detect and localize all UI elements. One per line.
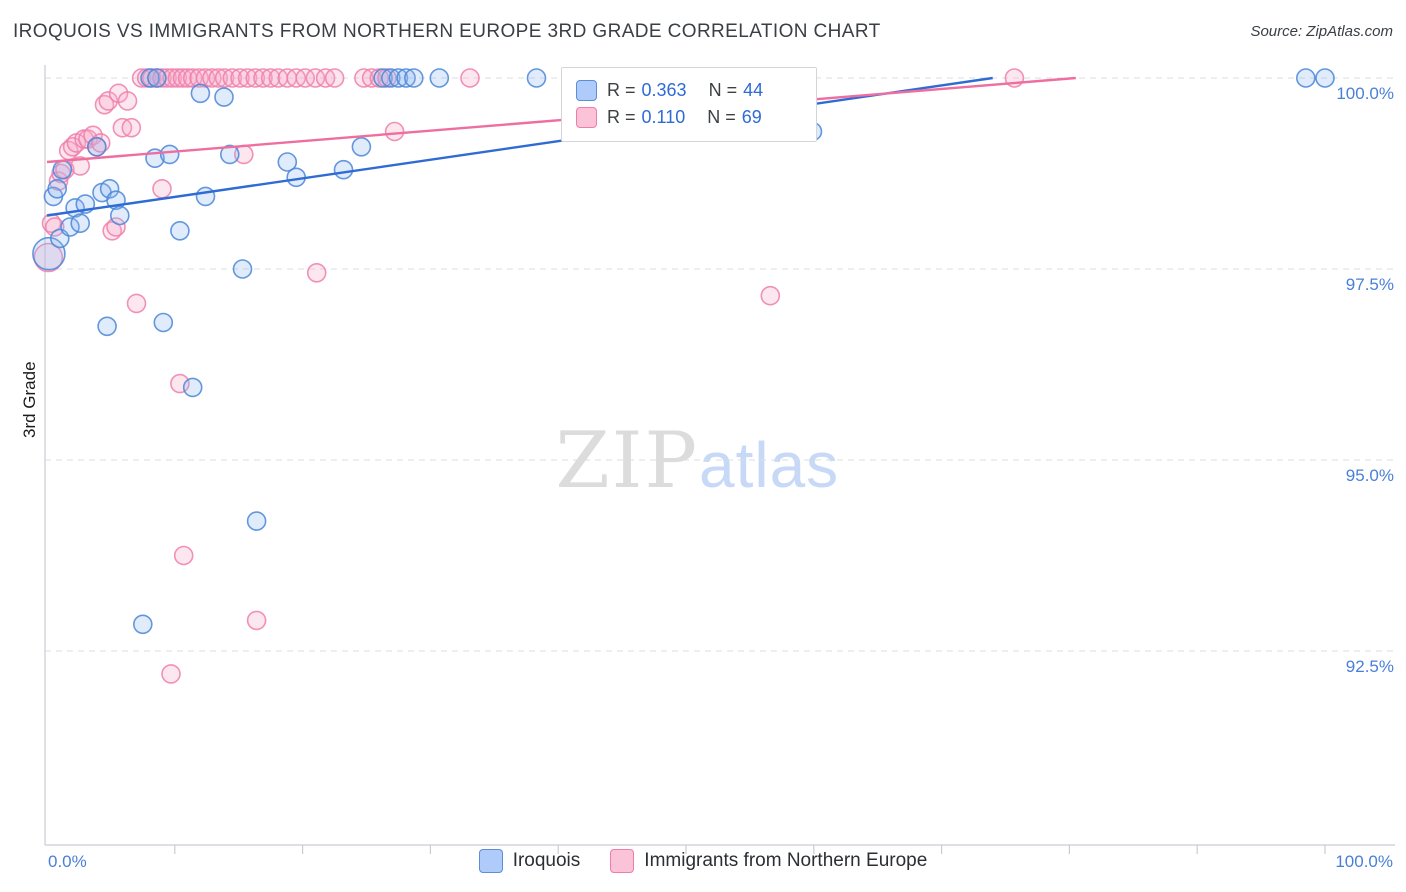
x-axis-min-label: 0.0%: [48, 852, 87, 871]
scatter-point-immigrants: [324, 68, 345, 88]
bottom-legend-item-immigrants: Immigrants from Northern Europe: [610, 849, 927, 873]
scatter-point-immigrants: [354, 68, 374, 88]
scatter-point-iroquois: [47, 179, 68, 199]
scatter-point-immigrants: [152, 179, 172, 199]
scatter-point-iroquois: [182, 377, 203, 398]
scatter-point-immigrants: [460, 68, 480, 88]
scatter-point-iroquois: [153, 312, 174, 333]
n-label: N =: [707, 107, 736, 127]
scatter-point-immigrants: [83, 125, 103, 146]
scatter-point-immigrants: [33, 242, 64, 273]
legend-row-immigrants: R = 0.110 N = 69: [576, 104, 802, 131]
scatter-point-iroquois: [403, 68, 424, 88]
scatter-point-iroquois: [147, 68, 167, 88]
scatter-point-iroquois: [140, 68, 160, 88]
n-value: 44: [743, 80, 764, 100]
scatter-point-immigrants: [222, 68, 243, 88]
scatter-point-iroquois: [133, 614, 153, 635]
r-value: 0.110: [641, 107, 686, 127]
x-axis-max-label: 100.0%: [1335, 852, 1393, 871]
scatter-point-iroquois: [526, 68, 547, 88]
scatter-point-immigrants: [157, 68, 177, 88]
immigrants-swatch-icon: [610, 849, 635, 873]
r-label: R =: [607, 80, 636, 100]
scatter-point-iroquois: [110, 205, 130, 226]
page-title: IROQUOIS VS IMMIGRANTS FROM NORTHERN EUR…: [13, 21, 881, 42]
scatter-point-immigrants: [162, 68, 182, 88]
scatter-point-iroquois: [246, 511, 267, 531]
scatter-point-immigrants: [245, 68, 266, 88]
scatter-point-iroquois: [87, 137, 107, 157]
bottom-legend-label: Immigrants from Northern Europe: [644, 850, 928, 871]
scatter-point-immigrants: [208, 68, 229, 88]
r-label: R =: [607, 107, 636, 127]
scatter-point-immigrants: [98, 91, 119, 111]
scatter-point-iroquois: [351, 137, 372, 157]
scatter-point-immigrants: [295, 68, 316, 88]
scatter-point-iroquois: [232, 259, 253, 279]
scatter-point-iroquois: [159, 144, 180, 165]
scatter-point-iroquois: [70, 213, 90, 233]
bottom-legend-label: Iroquois: [512, 850, 581, 871]
scatter-point-immigrants: [48, 171, 69, 191]
scatter-point-immigrants: [173, 545, 194, 566]
scatter-point-iroquois: [99, 179, 120, 199]
scatter-point-immigrants: [117, 91, 138, 111]
scatter-point-immigrants: [384, 121, 405, 142]
scatter-point-immigrants: [246, 610, 267, 631]
scatter-point-iroquois: [277, 152, 298, 172]
scatter-point-iroquois: [1315, 68, 1335, 88]
n-value: 69: [741, 107, 762, 127]
scatter-point-iroquois: [333, 159, 354, 180]
scatter-point-immigrants: [230, 68, 250, 88]
scatter-point-iroquois: [32, 236, 66, 271]
bottom-legend-item-iroquois: Iroquois: [478, 849, 581, 873]
scatter-point-immigrants: [172, 68, 193, 88]
source-link[interactable]: Source: ZipAtlas.com: [1250, 23, 1393, 40]
watermark: ZIPatlas: [555, 416, 839, 506]
scatter-point-immigrants: [760, 285, 781, 306]
trend-line-iroquois: [46, 76, 993, 217]
scatter-point-iroquois: [373, 68, 393, 88]
scatter-point-iroquois: [60, 217, 80, 237]
scatter-point-immigrants: [126, 293, 147, 314]
scatter-point-immigrants: [237, 68, 258, 88]
scatter-point-iroquois: [170, 221, 190, 241]
y-axis-title: 3rd Grade: [20, 361, 39, 438]
scatter-point-iroquois: [195, 186, 216, 207]
scatter-point-immigrants: [306, 262, 327, 283]
bottom-legend: Iroquois Immigrants from Northern Europe: [0, 849, 1406, 873]
correlation-legend-box: R = 0.363 N = 44 R = 0.110 N = 69: [561, 67, 817, 142]
iroquois-swatch-icon: [478, 849, 503, 873]
scatter-point-immigrants: [121, 117, 142, 138]
scatter-point-iroquois: [1296, 68, 1316, 88]
immigrants-swatch-icon: [576, 107, 597, 128]
scatter-point-iroquois: [388, 68, 409, 88]
scatter-point-iroquois: [396, 68, 416, 88]
scatter-point-iroquois: [214, 87, 234, 107]
scatter-point-iroquois: [429, 68, 450, 88]
scatter-point-iroquois: [52, 159, 73, 180]
scatter-point-immigrants: [167, 68, 188, 88]
r-value: 0.363: [641, 80, 687, 100]
scatter-point-immigrants: [161, 664, 181, 684]
watermark-zip: ZIP: [555, 416, 699, 506]
scatter-point-immigrants: [305, 68, 326, 88]
watermark-atlas: atlas: [698, 429, 840, 501]
scatter-point-iroquois: [380, 68, 401, 88]
scatter-point-immigrants: [44, 217, 65, 237]
scatter-point-iroquois: [220, 144, 240, 165]
scatter-point-iroquois: [190, 83, 211, 104]
scatter-point-immigrants: [214, 68, 235, 88]
n-label: N =: [708, 80, 738, 100]
legend-row-iroquois: R = 0.363 N = 44: [576, 77, 802, 104]
iroquois-swatch-icon: [576, 80, 597, 101]
scatter-point-immigrants: [253, 68, 273, 88]
scatter-point-immigrants: [260, 68, 281, 88]
scatter-point-immigrants: [106, 217, 126, 237]
scatter-point-iroquois: [97, 316, 117, 337]
